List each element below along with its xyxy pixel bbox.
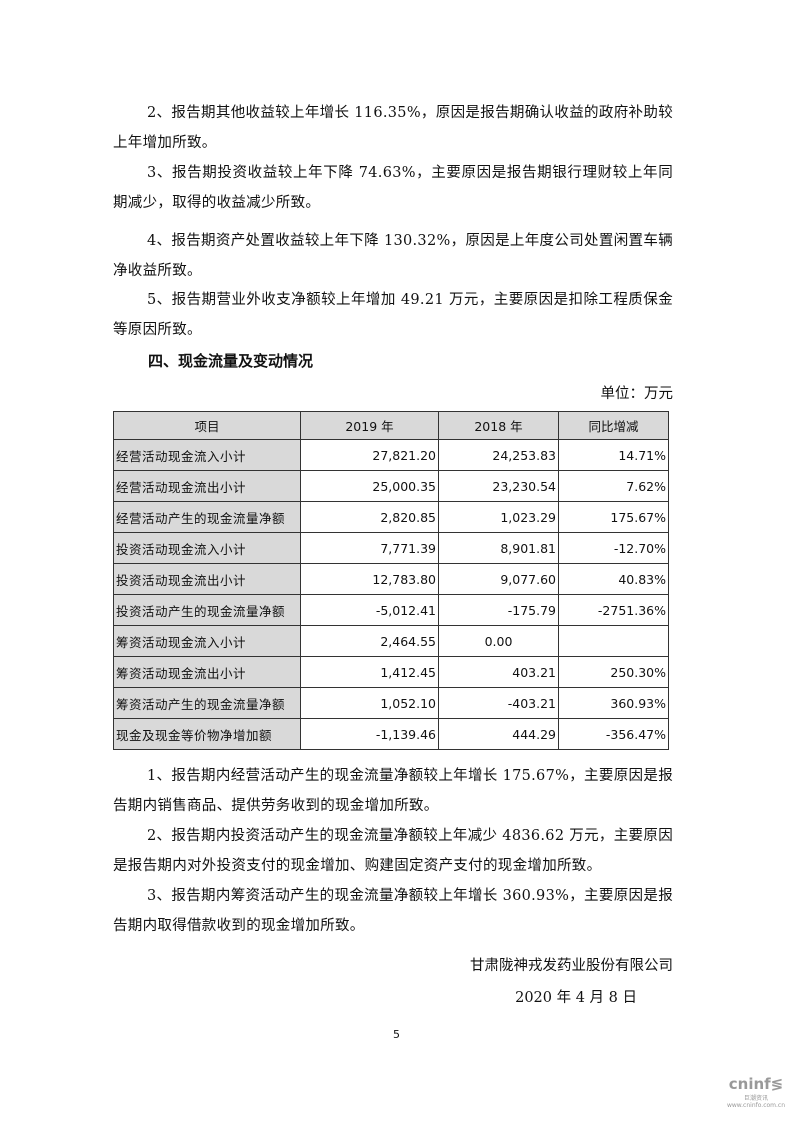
table-row: 投资活动现金流入小计 7,771.39 8,901.81 -12.70% (113, 532, 669, 564)
table-cell: 27,821.20 (300, 439, 439, 471)
row-label: 现金及现金等价物净增加额 (113, 718, 301, 750)
row-label: 经营活动现金流入小计 (113, 439, 301, 471)
column-header: 项目 (113, 411, 301, 440)
table-cell: 1,052.10 (300, 687, 439, 719)
table-cell: 40.83% (558, 563, 669, 595)
row-label: 筹资活动产生的现金流量净额 (113, 687, 301, 719)
table-row: 经营活动现金流入小计 27,821.20 24,253.83 14.71% (113, 439, 669, 471)
table-cell: -356.47% (558, 718, 669, 750)
table-cell: -403.21 (438, 687, 559, 719)
table-cell: 2,464.55 (300, 625, 439, 657)
table-cell (558, 625, 669, 657)
table-row: 投资活动现金流出小计 12,783.80 9,077.60 40.83% (113, 563, 669, 595)
cninf-swirl-icon: ≶ (770, 1075, 784, 1093)
table-row: 投资活动产生的现金流量净额 -5,012.41 -175.79 -2751.36% (113, 594, 669, 626)
table-cell: 9,077.60 (438, 563, 559, 595)
table-row: 经营活动产生的现金流量净额 2,820.85 1,023.29 175.67% (113, 501, 669, 533)
table-cell: -1,139.46 (300, 718, 439, 750)
page-number: 5 (393, 1028, 400, 1041)
paragraph: 3、报告期内筹资活动产生的现金流量净额较上年增长 360.93%，主要原因是报告… (113, 888, 673, 934)
row-label: 投资活动产生的现金流量净额 (113, 594, 301, 626)
paragraph: 4、报告期资产处置收益较上年下降 130.32%，原因是上年度公司处置闲置车辆净… (113, 233, 673, 279)
table-header-row: 项目 2019 年 2018 年 同比增减 (113, 411, 669, 440)
column-header: 同比增减 (558, 411, 669, 440)
table-cell: 14.71% (558, 439, 669, 471)
table-cell: 360.93% (558, 687, 669, 719)
table-cell: 250.30% (558, 656, 669, 688)
table-cell: 0.00 (438, 625, 559, 657)
table-cell: 8,901.81 (438, 532, 559, 564)
table-row: 经营活动现金流出小计 25,000.35 23,230.54 7.62% (113, 470, 669, 502)
row-label: 经营活动现金流出小计 (113, 470, 301, 502)
table-cell: 7,771.39 (300, 532, 439, 564)
paragraph: 3、报告期投资收益较上年下降 74.63%，主要原因是报告期银行理财较上年同期减… (113, 165, 673, 211)
table-cell: 25,000.35 (300, 470, 439, 502)
table-cell: 23,230.54 (438, 470, 559, 502)
unit-label: 单位：万元 (600, 386, 674, 402)
cash-flow-table: 项目 2019 年 2018 年 同比增减 经营活动现金流入小计 27,821.2… (113, 411, 669, 750)
paragraph: 2、报告期其他收益较上年增长 116.35%，原因是报告期确认收益的政府补助较上… (113, 105, 673, 151)
table-cell: 1,412.45 (300, 656, 439, 688)
table-cell: 444.29 (438, 718, 559, 750)
table-row: 筹资活动现金流入小计 2,464.55 0.00 (113, 625, 669, 657)
paragraph: 5、报告期营业外收支净额较上年增加 49.21 万元，主要原因是扣除工程质保金等… (113, 292, 673, 338)
table-row: 筹资活动产生的现金流量净额 1,052.10 -403.21 360.93% (113, 687, 669, 719)
row-label: 投资活动现金流入小计 (113, 532, 301, 564)
table-cell: 1,023.29 (438, 501, 559, 533)
row-label: 筹资活动现金流出小计 (113, 656, 301, 688)
table-row: 筹资活动现金流出小计 1,412.45 403.21 250.30% (113, 656, 669, 688)
section-heading: 四、现金流量及变动情况 (148, 352, 314, 370)
table-cell: -175.79 (438, 594, 559, 626)
column-header: 2019 年 (300, 411, 439, 440)
row-label: 筹资活动现金流入小计 (113, 625, 301, 657)
table-cell: -12.70% (558, 532, 669, 564)
date: 2020 年 4 月 8 日 (515, 990, 637, 1006)
cninf-watermark-logo: cninf≶ 巨潮资讯 www.cninfo.com.cn (726, 1075, 786, 1109)
table-cell: -5,012.41 (300, 594, 439, 626)
paragraph: 2、报告期内投资活动产生的现金流量净额较上年减少 4836.62 万元，主要原因… (113, 828, 673, 874)
company-signature: 甘肃陇神戎发药业股份有限公司 (470, 958, 673, 974)
table-cell: 403.21 (438, 656, 559, 688)
table-cell: 24,253.83 (438, 439, 559, 471)
row-label: 投资活动现金流出小计 (113, 563, 301, 595)
table-cell: 12,783.80 (300, 563, 439, 595)
column-header: 2018 年 (438, 411, 559, 440)
table-cell: -2751.36% (558, 594, 669, 626)
table-cell: 2,820.85 (300, 501, 439, 533)
table-cell: 175.67% (558, 501, 669, 533)
paragraph: 1、报告期内经营活动产生的现金流量净额较上年增长 175.67%，主要原因是报告… (113, 768, 673, 814)
table-row: 现金及现金等价物净增加额 -1,139.46 444.29 -356.47% (113, 718, 669, 750)
row-label: 经营活动产生的现金流量净额 (113, 501, 301, 533)
table-cell: 7.62% (558, 470, 669, 502)
